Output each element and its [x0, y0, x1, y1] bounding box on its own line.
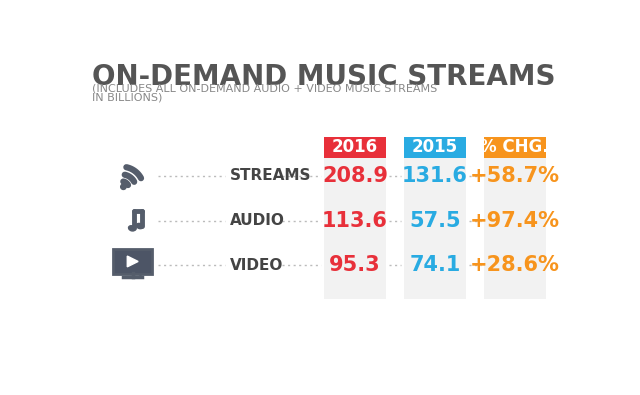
- Text: IN BILLIONS): IN BILLIONS): [92, 92, 163, 102]
- Text: +97.4%: +97.4%: [470, 211, 560, 231]
- Text: 208.9: 208.9: [322, 166, 388, 186]
- Text: VIDEO: VIDEO: [230, 258, 283, 273]
- Circle shape: [121, 184, 126, 190]
- Text: 113.6: 113.6: [322, 211, 388, 231]
- Bar: [404, 158, 466, 299]
- Bar: [324, 158, 386, 299]
- Text: 131.6: 131.6: [402, 166, 468, 186]
- Text: 74.1: 74.1: [409, 255, 461, 275]
- Text: +58.7%: +58.7%: [470, 166, 560, 186]
- Polygon shape: [127, 256, 138, 267]
- Circle shape: [140, 276, 141, 278]
- FancyBboxPatch shape: [113, 249, 152, 274]
- Text: 57.5: 57.5: [409, 211, 461, 231]
- Text: 95.3: 95.3: [330, 255, 381, 275]
- Text: % CHG.: % CHG.: [481, 139, 549, 156]
- Ellipse shape: [136, 224, 143, 229]
- Bar: [484, 158, 546, 299]
- Text: 2015: 2015: [412, 139, 458, 156]
- Ellipse shape: [129, 226, 135, 231]
- Text: ON-DEMAND MUSIC STREAMS: ON-DEMAND MUSIC STREAMS: [92, 63, 556, 91]
- Bar: [324, 137, 386, 158]
- Text: AUDIO: AUDIO: [230, 213, 284, 228]
- Text: (INCLUDES ALL ON-DEMAND AUDIO + VIDEO MUSIC STREAMS: (INCLUDES ALL ON-DEMAND AUDIO + VIDEO MU…: [92, 84, 438, 94]
- Bar: [404, 137, 466, 158]
- Text: STREAMS: STREAMS: [230, 169, 311, 184]
- Bar: [484, 137, 546, 158]
- Text: 2016: 2016: [332, 139, 378, 156]
- Text: +28.6%: +28.6%: [470, 255, 560, 275]
